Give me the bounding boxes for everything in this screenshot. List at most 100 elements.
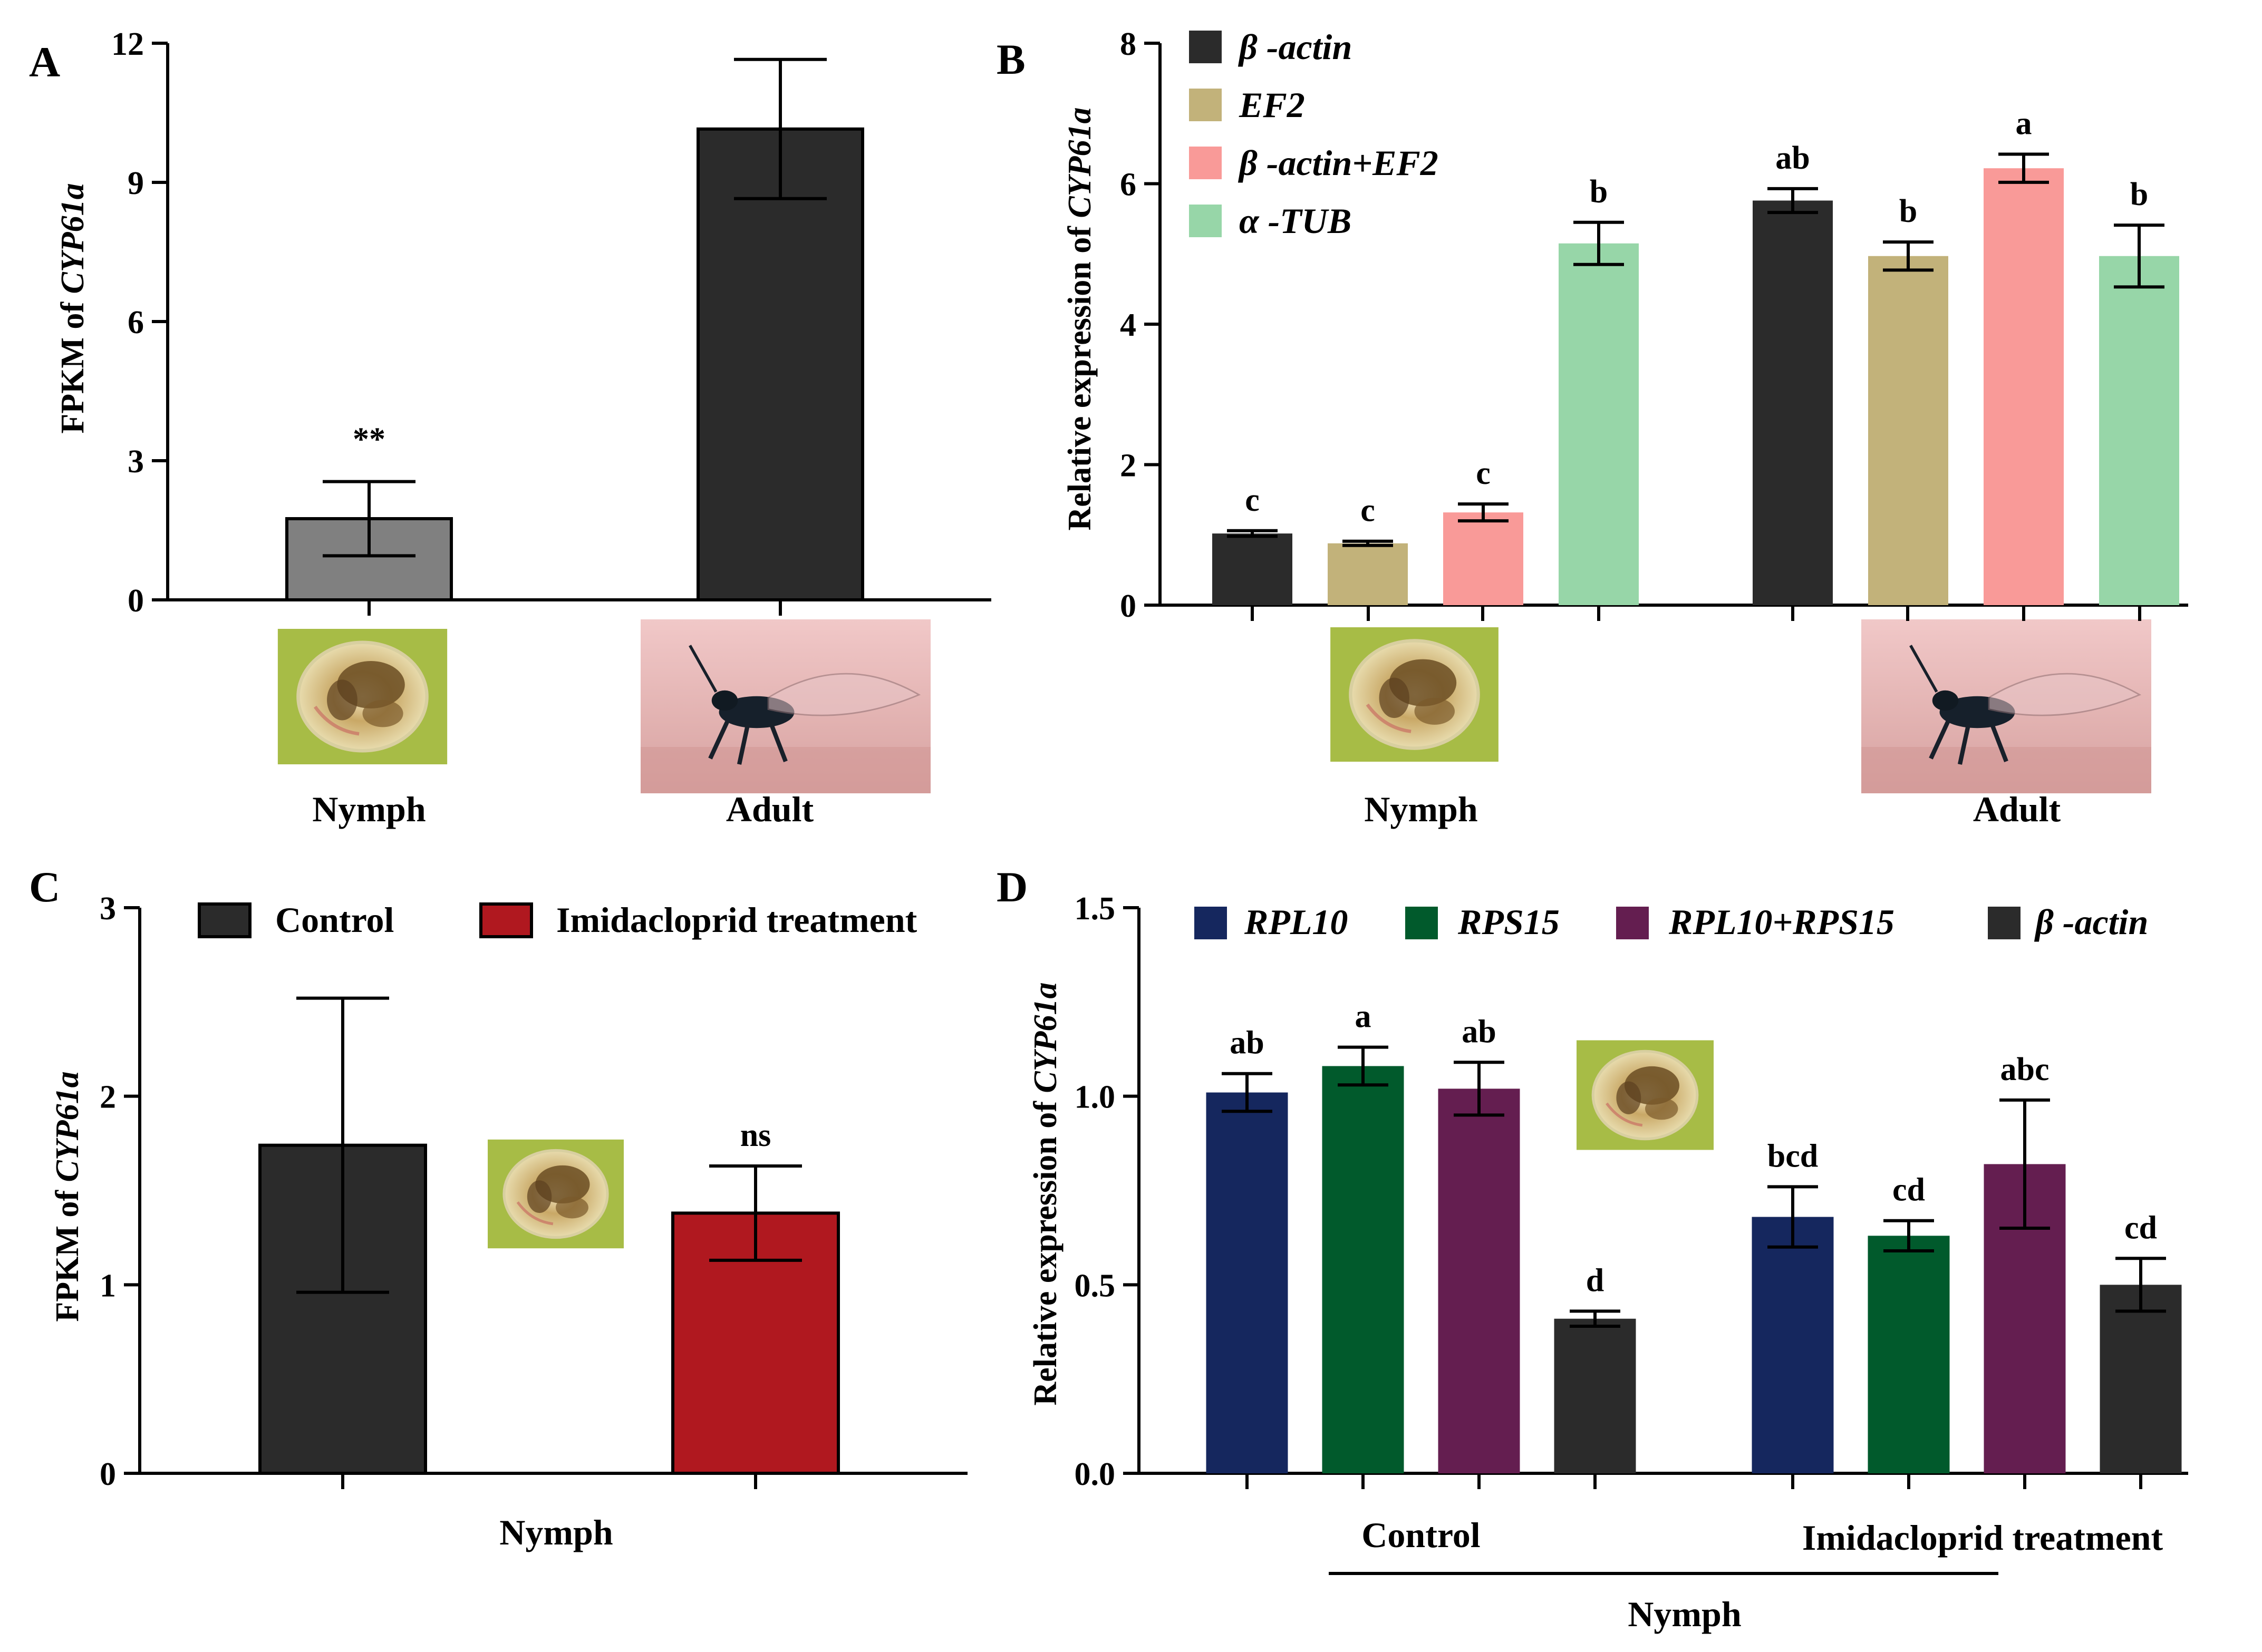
panel-d-bar — [2100, 1285, 2182, 1473]
panel-b-cat-adult: Adult — [1973, 789, 2061, 829]
adult-photo-a — [641, 619, 931, 793]
panel-d-sig-label: cd — [2124, 1210, 2157, 1246]
panel-d-xlabel: Nymph — [1628, 1594, 1741, 1634]
panel-d-ytick-label: 1.5 — [1075, 891, 1116, 927]
panel-b-sig-label: c — [1360, 493, 1375, 529]
legend-label-c-0: Control — [275, 900, 394, 940]
legend-swatch-d-0 — [1194, 907, 1227, 939]
legend-label-d-2: RPL10+RPS15 — [1668, 902, 1894, 942]
panel-b-ytick-label: 2 — [1120, 448, 1136, 484]
panel-d-bar — [1554, 1318, 1636, 1473]
panel-b-ytick-label: 6 — [1120, 167, 1136, 203]
panel-b-ytick-label: 0 — [1120, 588, 1136, 624]
panel-d-ytick-label: 0.5 — [1075, 1268, 1116, 1304]
panel-c-sig-label: ns — [740, 1117, 771, 1153]
panel-d-sig-label: ab — [1462, 1014, 1496, 1049]
legend-swatch-b-0 — [1189, 31, 1222, 63]
panel-b-sig-label: c — [1476, 455, 1491, 491]
panel-b-legend: β -actin EF2 β -actin+EF2 α -TUB — [1189, 27, 1438, 241]
panel-c-xlabel: Nymph — [499, 1512, 613, 1552]
panel-b-sig-label: c — [1245, 482, 1260, 518]
panel-d-bar — [1438, 1089, 1520, 1473]
panel-b-sig-label: b — [1590, 174, 1608, 210]
panel-a-bar — [697, 127, 864, 602]
legend-label-b-3: α -TUB — [1239, 201, 1351, 241]
panel-b-ytick-label: 4 — [1120, 307, 1136, 343]
panel-d-sig-label: abc — [2000, 1052, 2050, 1087]
panel-a-ytick-label: 9 — [128, 166, 144, 201]
panel-a-ytick-label: 3 — [128, 444, 144, 480]
panel-b-ytick-label: 8 — [1120, 26, 1136, 62]
legend-swatch-c-0 — [198, 902, 252, 938]
panel-b-sig-label: ab — [1775, 140, 1810, 176]
panel-d-bar — [1206, 1092, 1288, 1473]
panel-a-ylabel-gene: CYP61a — [55, 183, 91, 294]
panel-b-sig-label: b — [2130, 177, 2148, 212]
legend-swatch-d-1 — [1405, 907, 1438, 939]
panel-d-bar — [1868, 1236, 1950, 1473]
panel-b-sig-label: b — [1899, 193, 1917, 229]
panel-d-ylabel-prefix: Relative expression of — [1028, 1093, 1064, 1406]
panel-d-legend: RPL10 RPS15 RPL10+RPS15 β -actin — [1194, 902, 2148, 942]
panel-c-ylabel: FPKM of CYP61a — [50, 1071, 85, 1321]
panel-a-cat-adult: Adult — [726, 789, 814, 829]
panel-c-ytick-label: 1 — [100, 1268, 116, 1304]
panel-b-bar — [1443, 512, 1523, 605]
panel-d-ylabel: Relative expression of CYP61a — [1028, 982, 1064, 1405]
legend-label-d-0: RPL10 — [1244, 902, 1348, 942]
panel-c-ytick-label: 3 — [100, 891, 116, 927]
panel-a-ylabel-prefix: FPKM of — [55, 294, 91, 433]
panel-d-sig-label: ab — [1230, 1025, 1264, 1061]
legend-label-b-2: β -actin+EF2 — [1238, 143, 1438, 183]
panel-b-sig-label: a — [2016, 106, 2032, 142]
adult-photo-b — [1861, 619, 2151, 793]
panel-d-ytick-label: 1.0 — [1075, 1080, 1116, 1115]
panel-c-legend: Control Imidacloprid treatment — [198, 900, 917, 940]
panel-d-sig-label: bcd — [1767, 1138, 1818, 1174]
panel-d-ylabel-gene: CYP61a — [1028, 982, 1064, 1093]
panel-b-cat-nymph: Nymph — [1364, 789, 1477, 829]
panel-d-sig-label: cd — [1892, 1172, 1925, 1208]
panel-d-bar — [1752, 1217, 1834, 1473]
panel-b-ylabel-gene: CYP61a — [1062, 107, 1098, 218]
legend-label-d-3: β -actin — [2034, 902, 2148, 942]
legend-swatch-b-1 — [1189, 89, 1222, 121]
legend-swatch-d-3 — [1988, 907, 2021, 939]
legend-label-c-1: Imidacloprid treatment — [556, 900, 917, 940]
panel-c-ytick-label: 2 — [100, 1080, 116, 1115]
panel-b-bar — [1753, 200, 1833, 606]
panel-b-ylabel: Relative expression of CYP61a — [1062, 107, 1098, 530]
panel-b-bar — [1868, 256, 1948, 605]
panel-d-group-imidacloprid: Imidacloprid treatment — [1802, 1518, 2163, 1558]
panel-d-group-control: Control — [1361, 1515, 1480, 1555]
legend-swatch-b-3 — [1189, 205, 1222, 237]
panel-d-bar — [1322, 1066, 1404, 1473]
panel-c-ytick-label: 0 — [100, 1456, 116, 1492]
nymph-photo-d — [1577, 1041, 1714, 1150]
panel-d-sig-label: a — [1355, 999, 1371, 1035]
nymph-photo-b — [1330, 627, 1499, 762]
legend-swatch-d-2 — [1616, 907, 1649, 939]
panel-d-sig-label: d — [1586, 1262, 1604, 1298]
panel-a-ytick-label: 12 — [111, 26, 144, 62]
panel-b-bar — [2099, 256, 2179, 605]
panel-a-ytick-label: 6 — [128, 305, 144, 341]
panel-c-label: C — [29, 863, 60, 911]
panel-a-cat-nymph: Nymph — [312, 789, 426, 829]
panel-b-ylabel-prefix: Relative expression of — [1062, 218, 1098, 531]
legend-label-d-1: RPS15 — [1457, 902, 1560, 942]
nymph-photo-a — [278, 629, 447, 764]
panel-a-label: A — [29, 38, 60, 86]
panel-b-label: B — [997, 35, 1026, 83]
panel-d-ytick-label: 0.0 — [1075, 1456, 1116, 1492]
panel-c-ylabel-prefix: FPKM of — [50, 1182, 85, 1321]
legend-label-b-1: EF2 — [1239, 85, 1305, 125]
panel-b-bar — [1559, 243, 1639, 605]
panel-c-ylabel-gene: CYP61a — [50, 1071, 85, 1182]
panel-a-sig-label: ** — [353, 422, 385, 458]
panel-b-bar — [1212, 533, 1292, 605]
panel-b-bar — [1328, 543, 1408, 605]
legend-label-b-0: β -actin — [1238, 27, 1352, 67]
